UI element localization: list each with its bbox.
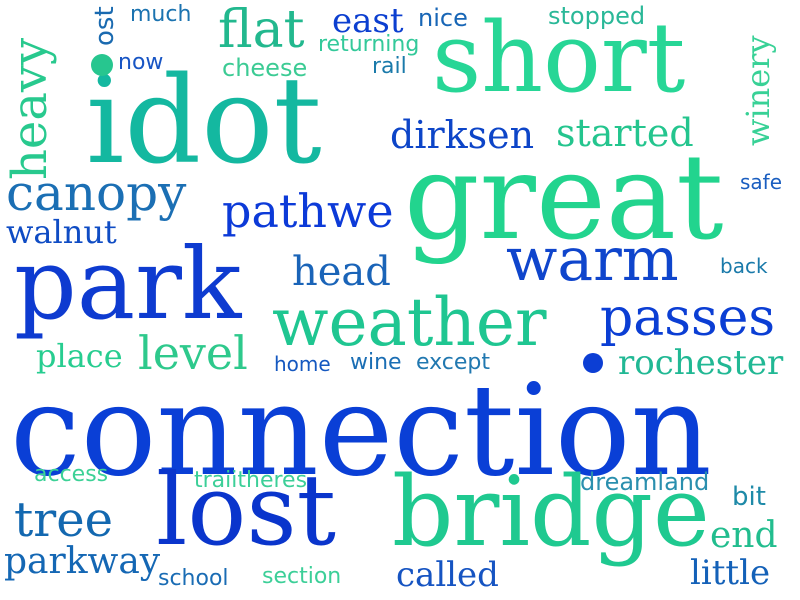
word-lost: lost — [156, 454, 337, 568]
word-except: except — [416, 350, 491, 375]
word-dirksen: dirksen — [390, 113, 535, 157]
word-short: short — [432, 2, 686, 114]
word-nice: nice — [418, 4, 468, 32]
word-much: much — [130, 2, 192, 27]
decorative-dot — [91, 54, 113, 76]
word-idot: idot — [86, 52, 322, 191]
word-little: little — [690, 553, 771, 593]
word-stopped: stopped — [548, 2, 646, 30]
word-called: called — [396, 555, 499, 595]
word-flat: flat — [218, 0, 305, 60]
word-bridge: bridge — [392, 456, 710, 568]
decorative-dot — [583, 353, 603, 373]
word-connection: connection — [10, 357, 712, 504]
word-school: school — [158, 566, 229, 591]
word-bit: bit — [732, 482, 766, 512]
word-wine: wine — [350, 350, 402, 375]
word-rochester: rochester — [618, 343, 784, 383]
word-passes: passes — [600, 288, 776, 348]
word-end: end — [710, 515, 778, 556]
word-canopy: canopy — [6, 164, 187, 222]
word-cheese: cheese — [222, 54, 308, 82]
word-section: section — [262, 564, 342, 589]
word-access: access — [34, 462, 109, 487]
word-now: now — [118, 50, 164, 75]
word-parkway: parkway — [4, 541, 161, 582]
word-back: back — [720, 254, 768, 278]
word-east: east — [332, 1, 404, 41]
word-head: head — [292, 249, 391, 295]
word-rail: rail — [372, 54, 407, 79]
word-traiitheres: traiitheres — [194, 468, 308, 493]
word-pathwe: pathwe — [222, 184, 394, 238]
word-home: home — [274, 352, 331, 376]
word-heavy: heavy — [2, 37, 58, 180]
word-place: place — [36, 337, 123, 375]
word-park: park — [14, 228, 242, 342]
word-warm: warm — [506, 225, 679, 295]
word-started: started — [556, 111, 694, 155]
word-great: great — [404, 128, 724, 266]
word-dreamland: dreamland — [580, 468, 710, 496]
word-returning: returning — [318, 32, 420, 57]
word-ost: ost — [90, 6, 120, 46]
word-walnut: walnut — [6, 213, 117, 251]
word-tree: tree — [14, 492, 114, 548]
word-winery: winery — [739, 35, 777, 146]
word-level: level — [138, 326, 248, 380]
word-weather: weather — [272, 284, 547, 361]
word-safe: safe — [740, 170, 783, 194]
